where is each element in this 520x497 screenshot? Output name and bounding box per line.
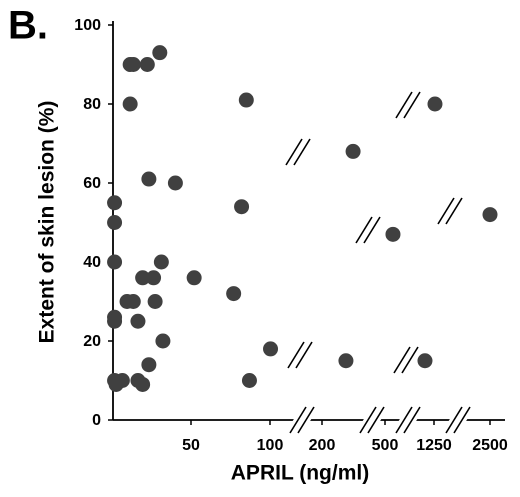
data-point xyxy=(234,199,250,215)
data-point xyxy=(125,57,141,72)
data-point xyxy=(385,226,401,242)
break-mark xyxy=(453,406,471,434)
data-point xyxy=(107,313,123,329)
break-mark xyxy=(289,406,307,434)
y-tick-label: 60 xyxy=(83,175,101,192)
break-mark xyxy=(287,341,305,369)
data-point xyxy=(241,373,257,388)
break-mark xyxy=(363,216,381,244)
x-tick-label: 1250 xyxy=(416,437,452,454)
data-point xyxy=(152,45,168,61)
y-tick-label: 40 xyxy=(83,254,101,271)
break-mark xyxy=(395,406,413,434)
y-axis-label: Extent of skin lesion (%) xyxy=(36,101,59,344)
data-point xyxy=(427,96,443,112)
plot-area: 0 20 40 60 80 100 50 100 200 500 1250 2500 xyxy=(74,17,508,454)
data-point xyxy=(141,171,157,187)
break-mark xyxy=(285,138,303,166)
data-point xyxy=(125,294,141,309)
y-tick-label: 100 xyxy=(74,17,101,34)
data-point xyxy=(186,270,202,286)
x-tick-label: 50 xyxy=(182,437,200,454)
data-point xyxy=(107,215,123,230)
data-point xyxy=(338,353,354,369)
data-point xyxy=(147,294,163,309)
break-mark xyxy=(403,406,421,434)
data-point xyxy=(226,286,242,302)
data-point xyxy=(417,353,433,369)
data-point xyxy=(139,57,155,72)
x-tick-label: 500 xyxy=(372,437,399,454)
data-point xyxy=(238,92,254,108)
data-point xyxy=(114,373,130,388)
data-point xyxy=(122,96,138,112)
y-tick-label: 80 xyxy=(83,96,101,113)
y-tick-label: 0 xyxy=(92,412,101,429)
data-point xyxy=(155,333,171,349)
panel-label: B. xyxy=(8,4,48,48)
break-mark xyxy=(437,197,455,225)
data-point xyxy=(107,254,123,270)
break-mark xyxy=(359,406,377,434)
break-mark xyxy=(445,406,463,434)
break-mark xyxy=(395,91,413,119)
data-point xyxy=(130,313,146,329)
break-mark xyxy=(445,197,463,225)
data-point xyxy=(345,143,361,159)
data-point xyxy=(146,270,162,286)
data-point xyxy=(141,357,157,373)
break-mark xyxy=(355,216,373,244)
axis-breaks xyxy=(285,91,473,434)
data-point xyxy=(167,175,183,191)
x-axis-label: APRIL (ng/ml) xyxy=(231,462,369,485)
data-point xyxy=(135,270,151,286)
data-point xyxy=(153,254,169,270)
data-point xyxy=(263,341,279,357)
x-tick-label: 200 xyxy=(309,437,336,454)
break-mark xyxy=(393,346,411,374)
break-mark xyxy=(293,138,311,166)
break-mark xyxy=(367,406,385,434)
x-tick-label: 2500 xyxy=(472,437,508,454)
data-point xyxy=(107,195,123,211)
y-tick-label: 20 xyxy=(83,333,101,350)
break-mark xyxy=(401,346,419,374)
data-point xyxy=(135,376,151,392)
break-mark xyxy=(403,91,421,119)
break-mark xyxy=(297,406,315,434)
data-point xyxy=(482,207,498,223)
break-mark xyxy=(295,341,313,369)
x-tick-label: 100 xyxy=(257,437,284,454)
